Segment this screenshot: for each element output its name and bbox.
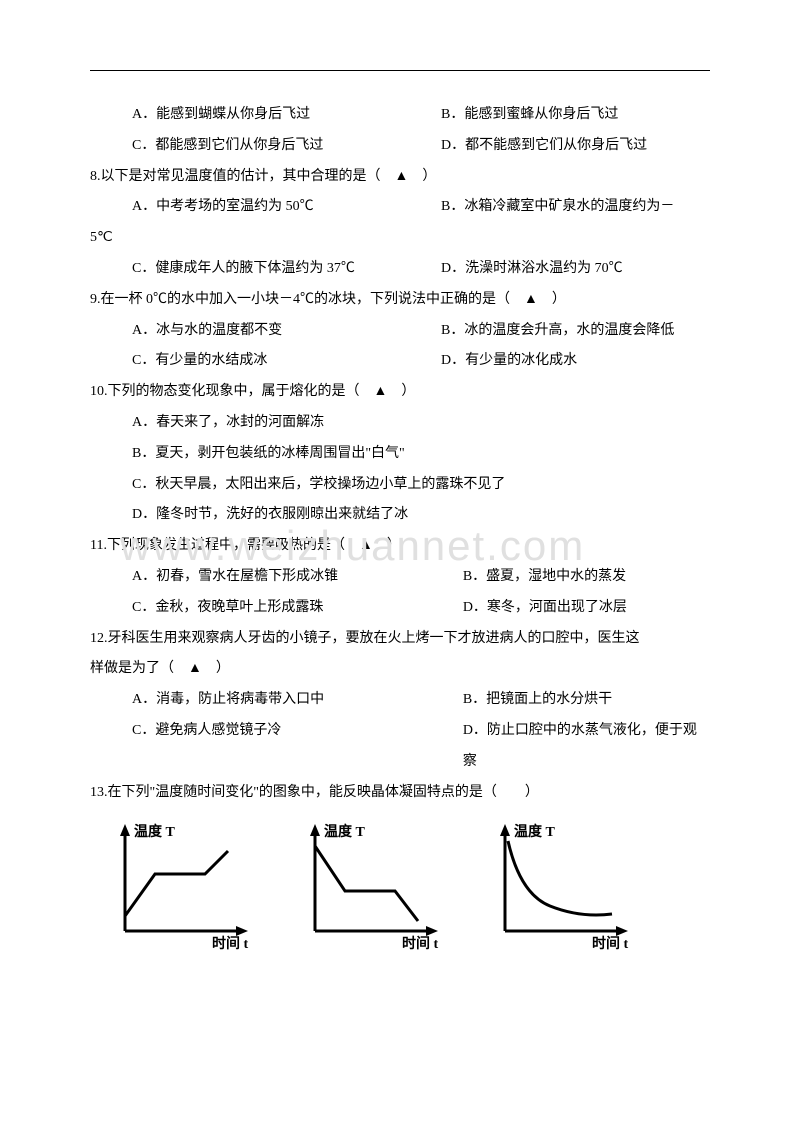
q11-options-row2: C．金秋，夜晚草叶上形成露珠 D．寒冬，河面出现了冰层 (90, 593, 710, 624)
chart-b: 温度 T 时间 t (290, 816, 450, 964)
q7-option-c: C．都能感到它们从你身后飞过 (132, 131, 401, 162)
chart-c-xlabel: 时间 t (592, 935, 628, 951)
q12-option-b: B．把镜面上的水分烘干 (463, 685, 710, 716)
q8-option-c: C．健康成年人的腋下体温约为 37℃ (132, 254, 401, 285)
header-rule (90, 70, 710, 71)
chart-a-svg: 温度 T 时间 t (100, 816, 260, 951)
q11-options-row1: A．初春，雪水在屋檐下形成冰锥 B．盛夏，湿地中水的蒸发 (90, 562, 710, 593)
chart-a: 温度 T 时间 t (100, 816, 260, 964)
q7-option-a: A．能感到蝴蝶从你身后飞过 (132, 100, 401, 131)
chart-b-ylabel: 温度 T (324, 823, 365, 840)
q11-option-b: B．盛夏，湿地中水的蒸发 (463, 562, 710, 593)
q11-option-a: A．初春，雪水在屋檐下形成冰锥 (132, 562, 423, 593)
q9-stem: 9.在一杯 0℃的水中加入一小块－4℃的冰块，下列说法中正确的是（ ▲ ） (90, 285, 710, 316)
chart-c: 温度 T 时间 t (480, 816, 640, 964)
charts-container: 温度 T 时间 t 温度 T 时间 t 温度 T (100, 816, 710, 964)
q10-option-c: C．秋天早晨，太阳出来后，学校操场边小草上的露珠不见了 (90, 470, 710, 501)
q8-option-d: D．洗澡时淋浴水温约为 70℃ (441, 254, 710, 285)
q7-options-row2: C．都能感到它们从你身后飞过 D．都不能感到它们从你身后飞过 (90, 131, 710, 162)
q12-option-a: A．消毒，防止将病毒带入口中 (132, 685, 423, 716)
q9-options-row2: C．有少量的水结成冰 D．有少量的冰化成水 (90, 346, 710, 377)
q9-option-a: A．冰与水的温度都不变 (132, 316, 401, 347)
q9-option-c: C．有少量的水结成冰 (132, 346, 401, 377)
q12-option-c: C．避免病人感觉镜子冷 (132, 716, 423, 778)
q12-stem-line2: 样做是为了（ ▲ ） (90, 654, 710, 685)
q11-stem: 11.下列现象发生过程中，需要吸热的是（ ▲ ） (90, 531, 710, 562)
chart-c-ylabel: 温度 T (514, 823, 555, 840)
q8-option-b-prefix: B．冰箱冷藏室中矿泉水的温度约为－ (441, 192, 710, 223)
q8-options-row1: A．中考考场的室温约为 50℃ B．冰箱冷藏室中矿泉水的温度约为－ (90, 192, 710, 223)
q10-option-b: B．夏天，剥开包装纸的冰棒周围冒出"白气" (90, 439, 710, 470)
q9-options-row1: A．冰与水的温度都不变 B．冰的温度会升高，水的温度会降低 (90, 316, 710, 347)
q8-option-a: A．中考考场的室温约为 50℃ (132, 192, 401, 223)
chart-b-xlabel: 时间 t (402, 935, 438, 951)
chart-c-svg: 温度 T 时间 t (480, 816, 640, 951)
q7-option-d: D．都不能感到它们从你身后飞过 (441, 131, 710, 162)
q11-option-d: D．寒冬，河面出现了冰层 (463, 593, 710, 624)
q12-stem-line1: 12.牙科医生用来观察病人牙齿的小镜子，要放在火上烤一下才放进病人的口腔中，医生… (90, 624, 710, 655)
chart-a-xlabel: 时间 t (212, 935, 248, 951)
q13-stem: 13.在下列"温度随时间变化"的图象中，能反映晶体凝固特点的是（ ） (90, 778, 710, 809)
q8-stem: 8.以下是对常见温度值的估计，其中合理的是（ ▲ ） (90, 162, 710, 193)
q10-stem: 10.下列的物态变化现象中，属于熔化的是（ ▲ ） (90, 377, 710, 408)
q11-option-c: C．金秋，夜晚草叶上形成露珠 (132, 593, 423, 624)
q9-option-b: B．冰的温度会升高，水的温度会降低 (441, 316, 710, 347)
document-body: A．能感到蝴蝶从你身后飞过 B．能感到蜜蜂从你身后飞过 C．都能感到它们从你身后… (90, 100, 710, 964)
q12-options-row1: A．消毒，防止将病毒带入口中 B．把镜面上的水分烘干 (90, 685, 710, 716)
q7-option-b: B．能感到蜜蜂从你身后飞过 (441, 100, 710, 131)
chart-a-ylabel: 温度 T (134, 823, 175, 840)
q10-option-d: D．隆冬时节，洗好的衣服刚晾出来就结了冰 (90, 500, 710, 531)
q12-options-row2: C．避免病人感觉镜子冷 D．防止口腔中的水蒸气液化，便于观察 (90, 716, 710, 778)
q7-options-row1: A．能感到蝴蝶从你身后飞过 B．能感到蜜蜂从你身后飞过 (90, 100, 710, 131)
q9-option-d: D．有少量的冰化成水 (441, 346, 710, 377)
q12-option-d: D．防止口腔中的水蒸气液化，便于观察 (463, 716, 710, 778)
q10-option-a: A．春天来了，冰封的河面解冻 (90, 408, 710, 439)
q8-options-row2: C．健康成年人的腋下体温约为 37℃ D．洗澡时淋浴水温约为 70℃ (90, 254, 710, 285)
q8-option-b-tail: 5℃ (90, 223, 710, 254)
chart-b-svg: 温度 T 时间 t (290, 816, 450, 951)
